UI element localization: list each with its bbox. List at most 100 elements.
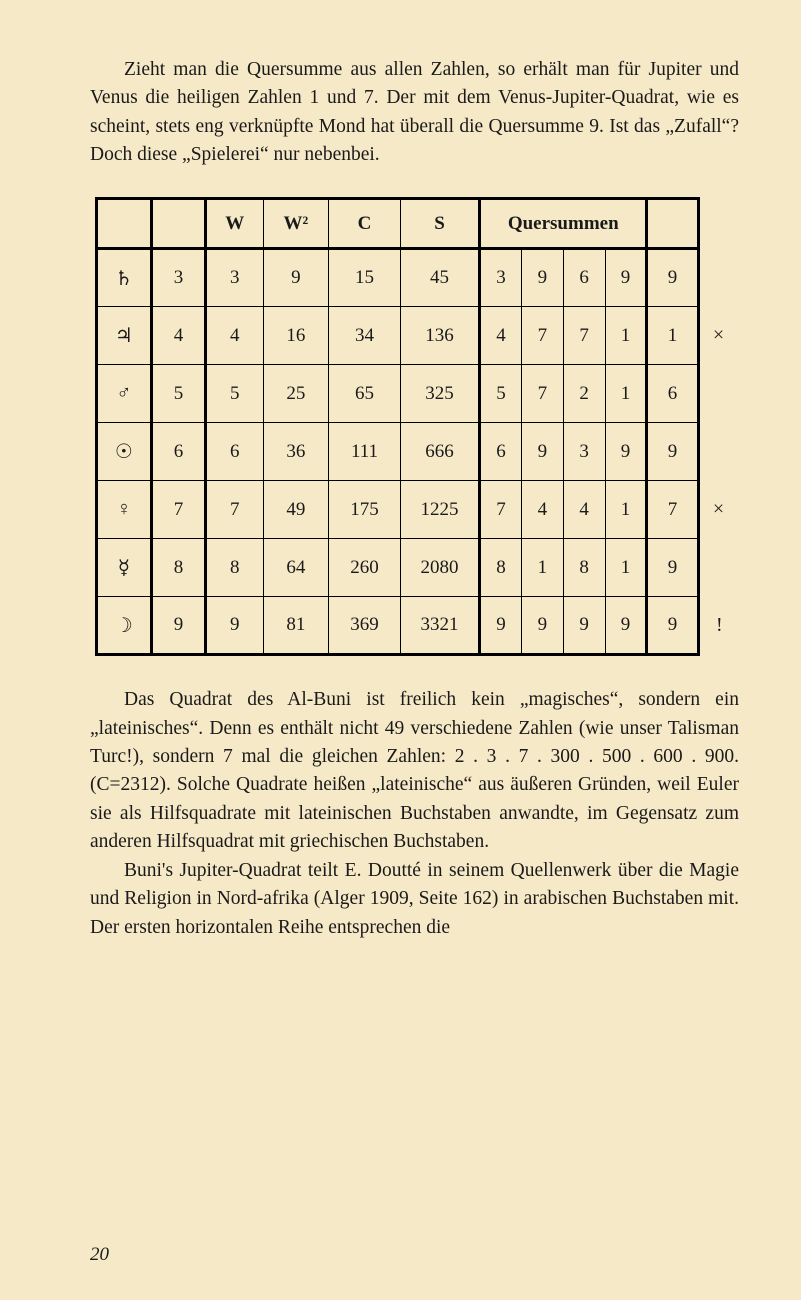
cell-q1: 7 (521, 365, 563, 423)
cell-qsum: 9 (647, 249, 698, 307)
cell-c: 369 (328, 597, 400, 655)
cell-qsum: 1 (647, 307, 698, 365)
cell-s: 45 (401, 249, 480, 307)
table-row: ☉ 6 6 36 111 666 6 9 3 9 9 (96, 423, 733, 481)
table-row: ♃ 4 4 16 34 136 4 7 7 1 1 × (96, 307, 733, 365)
cell-c: 175 (328, 481, 400, 539)
cell-w2: 64 (263, 539, 328, 597)
table-row: ☽ 9 9 81 369 3321 9 9 9 9 9 ! (96, 597, 733, 655)
hdr-w2: W² (263, 199, 328, 249)
cell-q0: 8 (480, 539, 522, 597)
cell-w: 3 (205, 249, 263, 307)
cell-w2: 9 (263, 249, 328, 307)
cell-q0: 5 (480, 365, 522, 423)
paragraph-intro: Zieht man die Quersumme aus allen Zahlen… (90, 56, 739, 169)
cell-q2: 2 (563, 365, 605, 423)
cell-side: × (698, 307, 733, 365)
cell-side (698, 423, 733, 481)
cell-n: 3 (152, 249, 205, 307)
cell-q2: 6 (563, 249, 605, 307)
hdr-blank-sym (96, 199, 152, 249)
cell-side: ! (698, 597, 733, 655)
cell-q3: 1 (605, 365, 647, 423)
hdr-c: C (328, 199, 400, 249)
cell-q3: 9 (605, 597, 647, 655)
cell-n: 5 (152, 365, 205, 423)
cell-side (698, 249, 733, 307)
hdr-quersummen: Quersummen (480, 199, 647, 249)
cell-s: 3321 (401, 597, 480, 655)
cell-q3: 1 (605, 307, 647, 365)
cell-w: 7 (205, 481, 263, 539)
cell-w2: 49 (263, 481, 328, 539)
cell-q3: 1 (605, 539, 647, 597)
cell-qsum: 9 (647, 539, 698, 597)
cell-s: 136 (401, 307, 480, 365)
cell-s: 1225 (401, 481, 480, 539)
cell-c: 15 (328, 249, 400, 307)
cell-sym: ♂ (96, 365, 152, 423)
cell-q2: 7 (563, 307, 605, 365)
cell-qsum: 9 (647, 597, 698, 655)
cell-side (698, 539, 733, 597)
cell-w2: 36 (263, 423, 328, 481)
hdr-blank-qsum (647, 199, 698, 249)
cell-n: 4 (152, 307, 205, 365)
cell-w: 4 (205, 307, 263, 365)
cell-q1: 9 (521, 597, 563, 655)
paragraph-buni: Buni's Jupiter-Quadrat teilt E. Doutté i… (90, 857, 739, 942)
cell-q2: 8 (563, 539, 605, 597)
cell-q3: 9 (605, 423, 647, 481)
cell-q0: 4 (480, 307, 522, 365)
cell-q1: 1 (521, 539, 563, 597)
cell-sym: ☉ (96, 423, 152, 481)
cell-q1: 7 (521, 307, 563, 365)
cell-sym: ☿ (96, 539, 152, 597)
cell-s: 666 (401, 423, 480, 481)
cell-w: 6 (205, 423, 263, 481)
cell-q2: 9 (563, 597, 605, 655)
cell-qsum: 6 (647, 365, 698, 423)
cell-sym: ♃ (96, 307, 152, 365)
table-header-row: W W² C S Quersummen (96, 199, 733, 249)
cell-q0: 9 (480, 597, 522, 655)
cell-qsum: 9 (647, 423, 698, 481)
cell-n: 8 (152, 539, 205, 597)
cell-sym: ☽ (96, 597, 152, 655)
page-number: 20 (90, 1244, 109, 1266)
cell-q0: 3 (480, 249, 522, 307)
cell-w2: 25 (263, 365, 328, 423)
quersummen-table-wrap: W W² C S Quersummen ♄ 3 3 9 15 45 3 9 6 … (95, 197, 735, 656)
cell-side (698, 365, 733, 423)
cell-q2: 3 (563, 423, 605, 481)
quersummen-table: W W² C S Quersummen ♄ 3 3 9 15 45 3 9 6 … (95, 197, 735, 656)
hdr-blank-extra (698, 199, 733, 249)
cell-w2: 16 (263, 307, 328, 365)
cell-q3: 9 (605, 249, 647, 307)
cell-c: 111 (328, 423, 400, 481)
table-row: ☿ 8 8 64 260 2080 8 1 8 1 9 (96, 539, 733, 597)
cell-w: 5 (205, 365, 263, 423)
cell-q1: 9 (521, 423, 563, 481)
cell-c: 65 (328, 365, 400, 423)
cell-c: 260 (328, 539, 400, 597)
cell-c: 34 (328, 307, 400, 365)
cell-sym: ♀ (96, 481, 152, 539)
hdr-w: W (205, 199, 263, 249)
cell-n: 7 (152, 481, 205, 539)
cell-s: 325 (401, 365, 480, 423)
cell-sym: ♄ (96, 249, 152, 307)
cell-side: × (698, 481, 733, 539)
cell-q1: 9 (521, 249, 563, 307)
cell-qsum: 7 (647, 481, 698, 539)
hdr-blank-n (152, 199, 205, 249)
cell-q3: 1 (605, 481, 647, 539)
cell-n: 9 (152, 597, 205, 655)
table-row: ♄ 3 3 9 15 45 3 9 6 9 9 (96, 249, 733, 307)
cell-s: 2080 (401, 539, 480, 597)
cell-q0: 7 (480, 481, 522, 539)
paragraph-quadrat: Das Quadrat des Al-Buni ist freilich kei… (90, 686, 739, 857)
table-row: ♀ 7 7 49 175 1225 7 4 4 1 7 × (96, 481, 733, 539)
cell-q0: 6 (480, 423, 522, 481)
cell-n: 6 (152, 423, 205, 481)
